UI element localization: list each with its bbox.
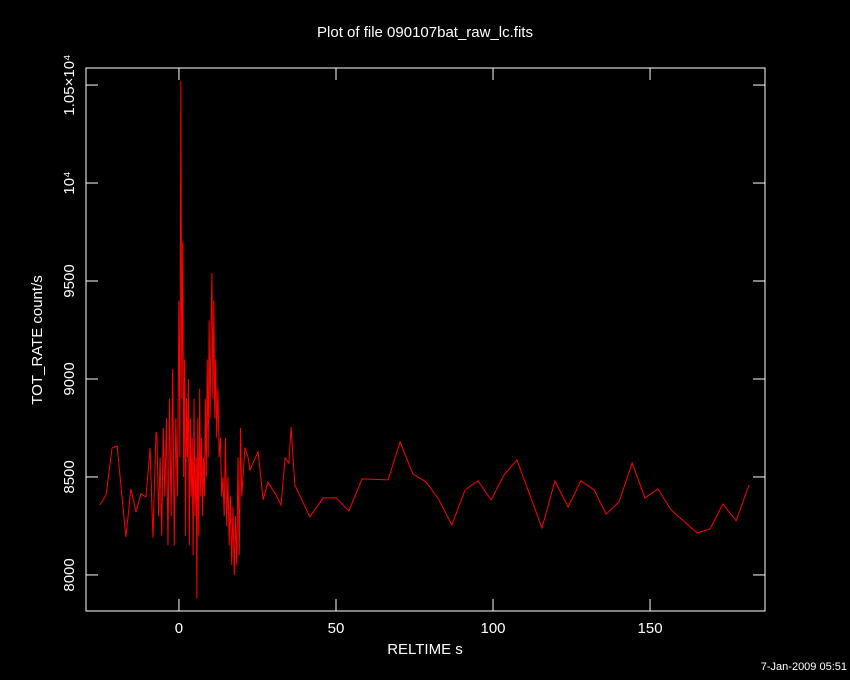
y-tick-label: 9000 xyxy=(61,362,78,395)
x-tick-label: 100 xyxy=(481,620,506,637)
x-axis-label: RELTIME s xyxy=(387,641,463,658)
y-tick-label: 1.05×10⁴ xyxy=(61,55,78,116)
x-tick-label: 150 xyxy=(638,620,663,637)
y-tick-label: 9500 xyxy=(61,264,78,297)
footer-date: 7-Jan-2009 05:51 xyxy=(761,661,847,673)
chart-title: Plot of file 090107bat_raw_lc.fits xyxy=(317,24,533,41)
y-tick-label: 8500 xyxy=(61,460,78,493)
y-tick-label: 8000 xyxy=(61,558,78,591)
data-line xyxy=(99,81,750,599)
plot-frame xyxy=(85,67,766,612)
y-tick-label: 10⁴ xyxy=(61,171,78,194)
x-tick-label: 0 xyxy=(175,620,183,637)
x-tick-label: 50 xyxy=(328,620,345,637)
y-axis-label: TOT_RATE count/s xyxy=(29,275,46,405)
